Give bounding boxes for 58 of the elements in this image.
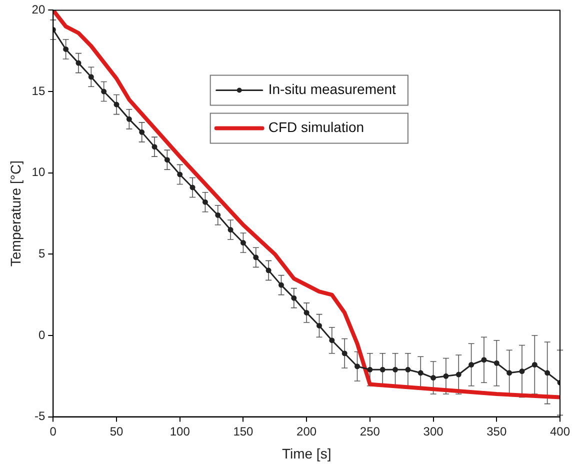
- point: [291, 295, 297, 301]
- point: [164, 157, 170, 163]
- point: [481, 357, 487, 363]
- legend-label: CFD simulation: [268, 119, 364, 136]
- y-tick-label: 5: [38, 246, 46, 260]
- point: [532, 362, 538, 368]
- x-tick-label: 100: [170, 424, 190, 438]
- point: [418, 370, 424, 376]
- point: [367, 366, 373, 372]
- point: [342, 350, 348, 356]
- x-tick-label: 350: [486, 424, 507, 438]
- point: [329, 338, 335, 344]
- point: [114, 102, 120, 108]
- x-tick-label: 400: [550, 424, 570, 438]
- point: [316, 322, 322, 328]
- point: [177, 172, 183, 178]
- x-tick-label: 50: [110, 424, 124, 438]
- point: [506, 370, 512, 376]
- x-tick-label: 250: [360, 424, 380, 438]
- point: [405, 366, 411, 372]
- point: [304, 310, 310, 316]
- y-tick-label: 20: [32, 2, 46, 17]
- point: [215, 212, 221, 218]
- point: [430, 375, 436, 381]
- point: [228, 227, 234, 233]
- point: [152, 144, 158, 150]
- x-tick-label: 150: [233, 424, 254, 438]
- point: [202, 199, 208, 205]
- point: [494, 360, 500, 366]
- legend-label: In-situ measurement: [268, 81, 396, 98]
- y-tick-label: 10: [32, 165, 46, 180]
- point: [456, 372, 462, 378]
- point: [443, 373, 449, 379]
- point: [240, 240, 246, 246]
- point: [190, 184, 196, 190]
- point: [278, 282, 284, 288]
- point: [63, 46, 69, 52]
- y-axis-title: Temperature [°C]: [7, 160, 24, 266]
- x-tick-label: 200: [296, 424, 317, 438]
- point: [126, 116, 132, 122]
- point: [253, 254, 259, 260]
- point: [468, 362, 474, 368]
- y-tick-label: 0: [38, 328, 46, 342]
- x-tick-label: 0: [50, 424, 57, 438]
- point: [380, 366, 386, 372]
- point: [76, 60, 82, 66]
- x-axis-title: Time [s]: [282, 445, 332, 462]
- point: [544, 370, 550, 376]
- point: [519, 368, 525, 374]
- point: [101, 88, 107, 94]
- y-tick-label: -5: [34, 409, 46, 424]
- point: [88, 74, 94, 80]
- point: [392, 366, 398, 372]
- y-tick-label: 15: [32, 84, 46, 98]
- point: [266, 268, 272, 274]
- x-tick-label: 300: [423, 424, 444, 438]
- point: [354, 364, 360, 370]
- point: [139, 129, 145, 135]
